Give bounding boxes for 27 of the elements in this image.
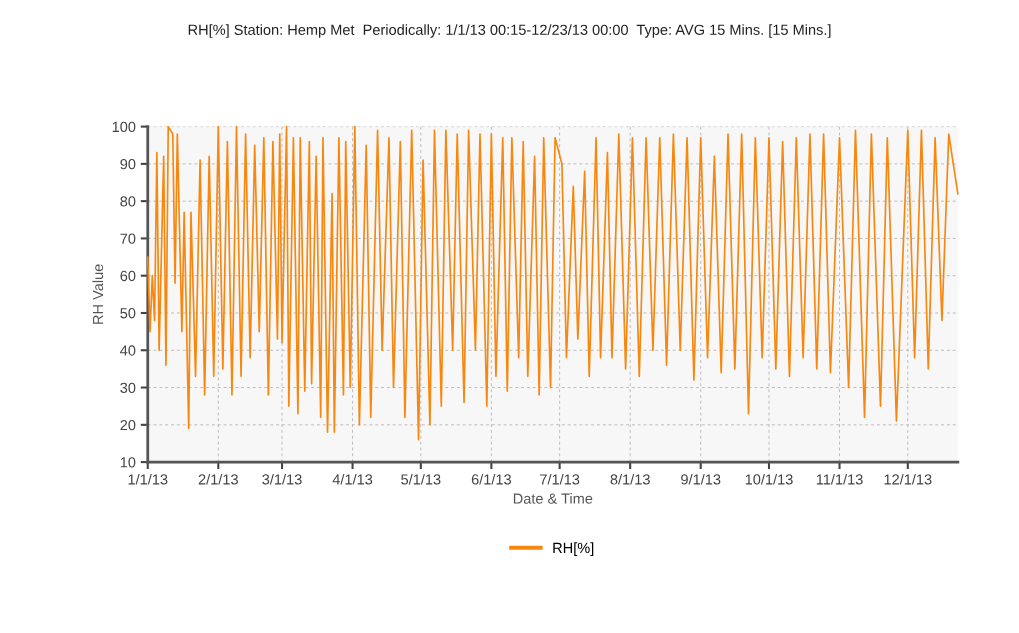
x-tick-label: 7/1/13 <box>540 473 580 485</box>
line-series <box>146 125 959 441</box>
x-tick-label: 8/1/13 <box>610 473 650 485</box>
x-tick-label: 10/1/13 <box>745 473 793 485</box>
x-tick-label: 3/1/13 <box>262 473 302 485</box>
x-tick-label: 4/1/13 <box>332 473 373 485</box>
legend-label: RH[%] <box>553 542 594 556</box>
y-axis-title: RH Value <box>92 264 104 324</box>
x-tick-label: 5/1/13 <box>401 473 441 485</box>
y-tick-label: 30 <box>120 382 136 393</box>
y-tick-label: 40 <box>120 345 136 356</box>
y-tick-label: 80 <box>120 196 136 207</box>
x-tick-label: 9/1/13 <box>681 473 721 485</box>
y-tick-label: 20 <box>120 419 136 431</box>
x-tick-label: 11/1/13 <box>816 473 863 485</box>
x-tick-label: 12/1/13 <box>884 473 932 485</box>
x-tick-label: 2/1/13 <box>198 473 238 485</box>
x-axis-title: Date & Time <box>513 493 593 504</box>
chart-title: RH[%] Station: Hemp Met Periodically: 1/1/13 00:15-12/23/13 00:00 Type: AVG 15 Mins. [15 Mins.] <box>188 24 831 38</box>
y-tick-label: 10 <box>120 457 136 468</box>
y-tick-label: 50 <box>120 308 136 319</box>
y-tick-label: 60 <box>120 270 136 282</box>
x-tick-label: 6/1/13 <box>471 473 511 485</box>
y-tick-label: 90 <box>120 158 136 170</box>
x-tick-label: 1/1/13 <box>128 473 168 485</box>
y-tick-label: 100 <box>112 121 136 133</box>
y-tick-label: 70 <box>120 233 136 244</box>
